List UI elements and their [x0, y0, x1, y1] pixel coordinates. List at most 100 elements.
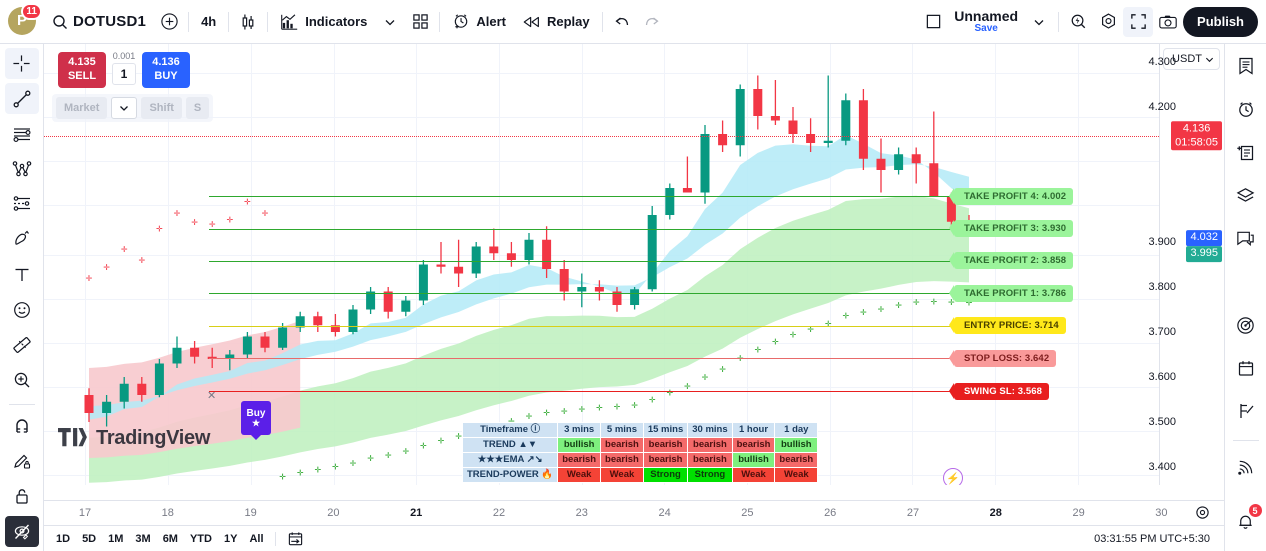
range-button-1m[interactable]: 1M — [108, 532, 124, 545]
replay-button[interactable]: Replay — [514, 7, 598, 37]
snapshot-button[interactable] — [1153, 7, 1183, 37]
hide-drawings-icon[interactable] — [4, 515, 39, 548]
zoom-in-icon[interactable] — [5, 364, 39, 395]
trailing-stop-dot: ✛ — [684, 382, 691, 391]
magnet-icon[interactable] — [5, 410, 39, 441]
take-profit-1-line[interactable] — [209, 293, 999, 295]
range-button-1d[interactable]: 1D — [56, 532, 71, 545]
interval-button[interactable]: 4h — [193, 7, 224, 37]
buy-order-marker[interactable]: Buy ★ — [241, 401, 271, 435]
order-type-dropdown[interactable] — [111, 97, 138, 119]
entry-price-label[interactable]: ENTRY PRICE: 3.714 — [949, 317, 1066, 335]
currency-selector[interactable]: USDT — [1163, 48, 1220, 70]
layout-save-link[interactable]: Save — [974, 22, 998, 34]
lightning-alert-icon[interactable]: ⚡ — [943, 468, 963, 485]
toolbar-divider — [1232, 440, 1259, 441]
notifications-bell-icon[interactable]: 5 — [1230, 503, 1263, 537]
swing-stop-loss-label[interactable]: SWING SL: 3.568 — [948, 382, 1050, 400]
range-button-5d[interactable]: 5D — [82, 532, 97, 545]
order-quantity[interactable]: 0.001 1 — [112, 51, 136, 85]
alert-button[interactable]: Alert — [444, 7, 514, 37]
order-options-row[interactable]: Market Shift S — [52, 94, 214, 122]
data-window-icon[interactable] — [1230, 136, 1262, 168]
price-tick: 3.600 — [1148, 371, 1176, 383]
emoji-icon[interactable] — [5, 294, 39, 325]
buy-button[interactable]: 4.136 BUY — [142, 52, 190, 88]
take-profit-1-label[interactable]: TAKE PROFIT 1: 3.786 — [948, 284, 1074, 302]
chart-plot-area[interactable]: ✛ ✛ ✛ ✛ ✛ ✛ ✛ ✛ ✛ ✛ ✛ ✛ ✛ ✛ ✛ ✛ ✛ ✛ ✛ ✛ ✛ ✛ ✛ ✛ ✛ ✛ ✛ ✛ ✛ ✛ ✛ ✛ ✛ ✛ ✛ ✛ ✛ ✛ ✛ ✛… — [44, 44, 1159, 485]
broker-icon[interactable] — [1230, 395, 1262, 427]
redo-button[interactable] — [637, 7, 667, 37]
stream-icon[interactable] — [1230, 451, 1262, 483]
summary-row-label-trend: TREND ▲▼ — [461, 436, 559, 453]
brush-icon[interactable] — [5, 224, 39, 255]
take-profit-3-line[interactable] — [209, 228, 999, 230]
stop-loss-label[interactable]: STOP LOSS: 3.642 — [948, 349, 1057, 367]
range-button-ytd[interactable]: YTD — [189, 532, 212, 545]
take-profit-3-label[interactable]: TAKE PROFIT 3: 3.930 — [948, 220, 1074, 237]
go-to-date-button[interactable] — [281, 529, 310, 548]
ideas-icon[interactable] — [1230, 309, 1262, 341]
take-profit-4-line[interactable] — [209, 196, 999, 198]
sell-button[interactable]: 4.135 SELL — [58, 52, 106, 88]
stop-loss-line[interactable] — [209, 358, 999, 360]
object-tree-icon[interactable] — [1230, 179, 1262, 211]
pencil-lock-icon[interactable] — [5, 446, 39, 477]
publish-button[interactable]: Publish — [1183, 6, 1258, 37]
price-tick: 3.500 — [1148, 416, 1176, 428]
time-tick: 26 — [824, 507, 837, 519]
layout-name-button[interactable]: Unnamed Save — [948, 9, 1024, 34]
cross-cursor-icon[interactable] — [4, 48, 39, 80]
candle — [172, 336, 182, 368]
price-scale[interactable]: USDT 4.300 4.200 3.900 3.800 3.700 3.600 3.500… — [1148, 44, 1224, 485]
entry-price-line[interactable] — [209, 325, 999, 327]
indicators-dropdown-button[interactable] — [375, 7, 405, 37]
trailing-stop-dot: ✛ — [297, 469, 304, 478]
trailing-stop-dot: ✛ — [138, 256, 145, 265]
take-profit-4-label[interactable]: TAKE PROFIT 4: 4.002 — [948, 187, 1074, 205]
pitchfork-icon[interactable] — [5, 153, 39, 184]
alerts-icon[interactable] — [1230, 93, 1262, 125]
prediction-icon[interactable] — [5, 189, 39, 220]
horizontal-lines-icon[interactable] — [5, 118, 39, 149]
watchlist-icon[interactable] — [1230, 50, 1262, 82]
swing-stop-loss-line[interactable] — [209, 391, 999, 393]
undo-button[interactable] — [607, 7, 637, 37]
trailing-stop-dot: ✛ — [649, 395, 656, 404]
order-entry-widget[interactable]: 4.135 SELL 0.001 1 4.136 BUY — [58, 51, 190, 88]
add-symbol-button[interactable] — [154, 7, 184, 37]
take-profit-2-line[interactable] — [209, 260, 999, 262]
quantity-value[interactable]: 1 — [112, 62, 136, 85]
lock-icon[interactable] — [5, 481, 39, 512]
layouts-button[interactable] — [405, 7, 435, 37]
range-button-6m[interactable]: 6M — [162, 532, 178, 545]
fullscreen-button[interactable] — [1123, 6, 1154, 37]
top-toolbar: P 11 DOTUSD1 4h — [0, 0, 1266, 44]
quick-search-button[interactable] — [1063, 7, 1093, 37]
trailing-stop-dot: ✛ — [438, 437, 445, 446]
settings-button[interactable] — [1093, 7, 1123, 37]
symbol-name: DOTUSD1 — [73, 13, 147, 30]
reset-chart-icon[interactable] — [1195, 505, 1210, 525]
range-button-all[interactable]: All — [249, 532, 264, 545]
chart-pane[interactable]: ✛ ✛ ✛ ✛ ✛ ✛ ✛ ✛ ✛ ✛ ✛ ✛ ✛ ✛ ✛ ✛ ✛ ✛ ✛ ✛ ✛ ✛ ✛ ✛ ✛ ✛ ✛ ✛ ✛ ✛ ✛ ✛ ✛ ✛ ✛ ✛ ✛ ✛ ✛ ✛… — [44, 44, 1224, 551]
time-scale[interactable]: 17 18 19 20 21 22 23 24 25 26 27 28 29 30 — [44, 500, 1224, 525]
user-avatar[interactable]: P 11 — [8, 2, 42, 37]
ruler-icon[interactable] — [5, 329, 39, 360]
trailing-stop-dot: ✛ — [508, 417, 515, 426]
chat-icon[interactable] — [1230, 222, 1262, 254]
text-icon[interactable] — [5, 259, 39, 290]
range-button-3m[interactable]: 3M — [135, 532, 151, 545]
take-profit-2-label[interactable]: TAKE PROFIT 2: 3.858 — [948, 252, 1074, 270]
indicators-button[interactable]: Indicators — [272, 7, 375, 37]
save-layout-box-button[interactable] — [918, 7, 948, 37]
trend-line-icon[interactable] — [4, 83, 39, 115]
chart-style-button[interactable] — [233, 7, 263, 37]
symbol-search-button[interactable]: DOTUSD1 — [44, 7, 154, 37]
trailing-stop-dot: ✛ — [772, 337, 779, 346]
order-type-label[interactable]: Market — [56, 97, 108, 119]
range-button-1y[interactable]: 1Y — [223, 532, 238, 545]
candle — [295, 311, 305, 332]
layout-menu-button[interactable] — [1024, 7, 1054, 37]
calendar-icon[interactable] — [1230, 352, 1262, 384]
